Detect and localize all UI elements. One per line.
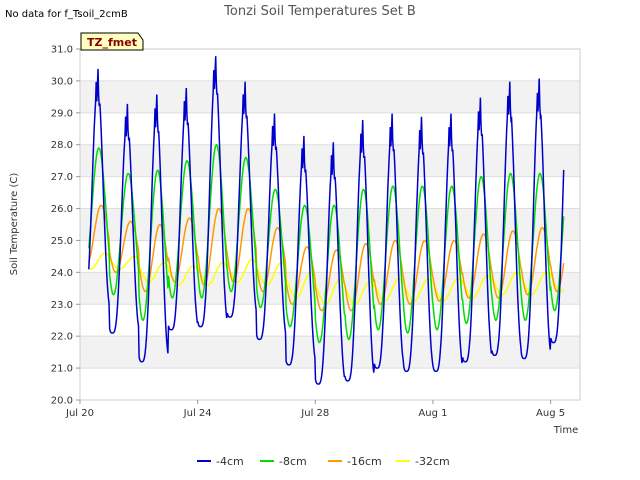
no-data-note: No data for f_Tsoil_2cmB — [5, 9, 128, 20]
y-tick-label: 29.0 — [51, 108, 73, 119]
legend-label: -16cm — [347, 455, 382, 468]
y-tick-label: 23.0 — [51, 300, 73, 311]
plot-frame — [79, 48, 581, 401]
y-tick-label: 22.0 — [51, 332, 73, 343]
y-axis-label: Soil Temperature (C) — [9, 173, 20, 276]
y-tick-label: 28.0 — [51, 140, 73, 151]
y-tick-label: 31.0 — [51, 45, 73, 56]
grid-band — [80, 80, 580, 113]
y-tick-label: 24.0 — [51, 268, 73, 279]
x-axis-label: Time — [553, 425, 578, 436]
y-axis-ticks: 20.0 21.0 22.0 23.0 24.0 25.0 26.0 27.0 28.0 29.0… — [51, 45, 80, 407]
legend: -4cm -8cm -16cm -32cm — [197, 455, 450, 468]
x-tick-label: Aug 5 — [536, 408, 565, 419]
tag-label: TZ_fmet — [87, 36, 137, 49]
legend-label: -8cm — [279, 455, 307, 468]
grid-band — [80, 112, 580, 145]
legend-label: -32cm — [415, 455, 450, 468]
x-tick-label: Aug 1 — [418, 408, 447, 419]
y-tick-label: 21.0 — [51, 364, 73, 375]
x-tick-label: Jul 28 — [300, 408, 329, 419]
grid-band — [80, 336, 580, 369]
series-line-minus-4cm — [88, 56, 565, 385]
y-tick-label: 26.0 — [51, 204, 73, 215]
grid-band — [80, 368, 580, 400]
series-lines — [88, 56, 565, 385]
legend-label: -4cm — [216, 455, 244, 468]
chart-title: Tonzi Soil Temperatures Set B — [223, 4, 416, 19]
y-tick-label: 20.0 — [51, 396, 73, 407]
x-axis-ticks: Jul 20 Jul 24 Jul 28 Aug 1 Aug 5 — [65, 400, 565, 419]
x-tick-label: Jul 24 — [183, 408, 212, 419]
y-tick-label: 25.0 — [51, 236, 73, 247]
grid-band — [80, 144, 580, 177]
grid-band — [80, 49, 580, 81]
y-tick-label: 27.0 — [51, 172, 73, 183]
grid-band — [80, 304, 580, 337]
x-tick-label: Jul 20 — [65, 408, 94, 419]
tag-badge: TZ_fmet — [80, 32, 144, 51]
y-tick-label: 30.0 — [51, 76, 73, 87]
